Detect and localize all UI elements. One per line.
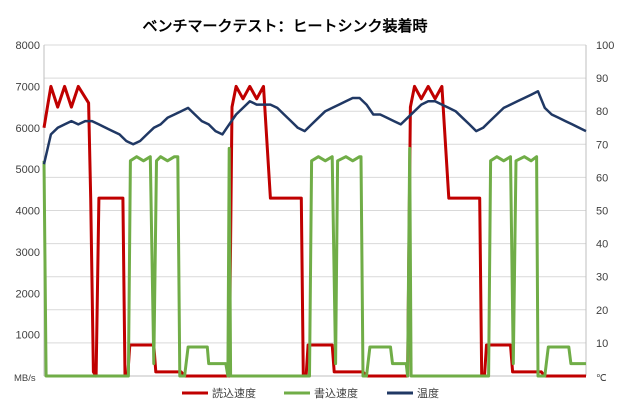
right-axis-unit: ℃ bbox=[596, 373, 607, 384]
right-tick-label: 40 bbox=[596, 239, 608, 251]
right-tick-label: 60 bbox=[596, 172, 608, 184]
right-tick-label: 90 bbox=[596, 73, 608, 85]
right-tick-label: 30 bbox=[596, 272, 608, 284]
right-tick-label: 80 bbox=[596, 106, 608, 118]
legend-label: 温度 bbox=[417, 386, 439, 400]
series-lines bbox=[42, 84, 587, 378]
chart-title: ベンチマークテスト：ヒートシンク装着時 bbox=[142, 17, 427, 35]
legend-label: 読込速度 bbox=[212, 386, 256, 400]
right-tick-label: 20 bbox=[596, 305, 608, 317]
right-tick-label: 10 bbox=[596, 338, 608, 350]
left-tick-label: 6000 bbox=[16, 123, 40, 135]
series-line-3 bbox=[42, 90, 587, 165]
right-tick-label: 70 bbox=[596, 139, 608, 151]
legend: 読込速度 書込速度 温度 bbox=[182, 386, 439, 400]
left-tick-label: 8000 bbox=[16, 40, 40, 52]
left-tick-label: 7000 bbox=[16, 81, 40, 93]
tick-labels: 8000 7000 6000 5000 4000 3000 2000 1000 100 90 80 7… bbox=[16, 40, 615, 350]
right-tick-label: 50 bbox=[596, 206, 608, 218]
right-tick-label: 100 bbox=[596, 40, 614, 52]
left-tick-label: 5000 bbox=[16, 164, 40, 176]
left-tick-label: 4000 bbox=[16, 206, 40, 218]
left-tick-label: 1000 bbox=[16, 330, 40, 342]
series-line-2 bbox=[42, 146, 586, 378]
left-tick-label: 2000 bbox=[16, 288, 40, 300]
left-axis-unit: MB/s bbox=[14, 373, 36, 384]
series-line-1 bbox=[42, 84, 586, 378]
left-tick-label: 3000 bbox=[16, 247, 40, 259]
legend-label: 書込速度 bbox=[314, 386, 358, 400]
